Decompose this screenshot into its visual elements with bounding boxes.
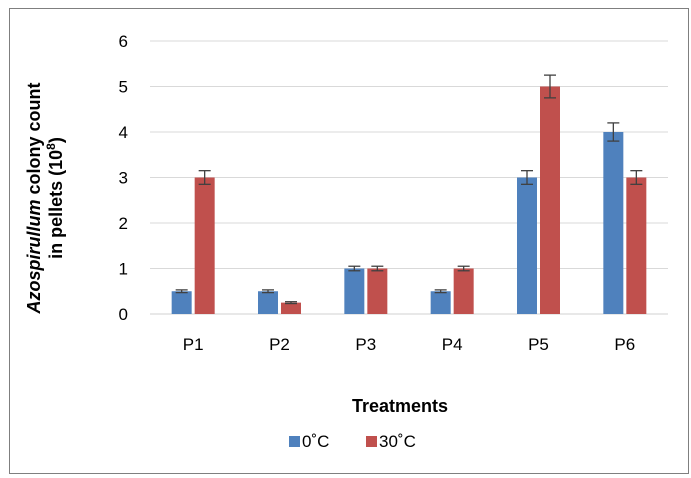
bar-P5-series-1 [540, 86, 560, 314]
y-axis-title-second-line: in pellets (108) [44, 137, 66, 259]
y-axis-title-italic: Azospirullum [24, 199, 44, 314]
bar-P3-series-0 [344, 268, 365, 314]
bar-P6-series-1 [626, 177, 647, 314]
bar-P1-series-1 [194, 177, 215, 314]
bar-P6-series-0 [603, 132, 624, 314]
legend-swatch-1 [366, 436, 377, 447]
chart-frame [9, 8, 689, 474]
bar-P5-series-0 [517, 177, 537, 314]
bars [171, 86, 647, 314]
bar-P2-series-1 [281, 302, 301, 314]
y-tick-5: 5 [119, 78, 128, 97]
y-axis-title-superscript: 8 [44, 143, 58, 150]
y-axis-title: Azospirullum colony count [24, 82, 44, 314]
bar-P4-series-1 [453, 268, 474, 314]
y-axis-title-line2-end: ) [46, 137, 66, 143]
y-tick-4: 4 [119, 123, 128, 142]
x-tick-P4: P4 [442, 335, 463, 354]
y-axis-title-line1: colony count [24, 82, 44, 199]
bar-P1-series-0 [171, 291, 192, 314]
gridlines [150, 40, 668, 315]
bar-P2-series-0 [258, 291, 278, 314]
y-tick-0: 0 [119, 305, 128, 324]
legend-label-0: 0˚C [302, 432, 329, 451]
error-bars [175, 74, 643, 305]
legend-swatch-0 [289, 436, 300, 447]
x-tick-labels: P1 P2 P3 P4 P5 P6 [183, 335, 635, 354]
y-tick-3: 3 [119, 169, 128, 188]
x-tick-P5: P5 [528, 335, 549, 354]
bar-P4-series-0 [430, 291, 451, 314]
x-tick-P2: P2 [269, 335, 290, 354]
legend-label-1: 30˚C [379, 432, 416, 451]
y-tick-2: 2 [119, 214, 128, 233]
y-tick-6: 6 [119, 32, 128, 51]
x-tick-P3: P3 [355, 335, 376, 354]
x-tick-P6: P6 [614, 335, 635, 354]
x-tick-P1: P1 [183, 335, 204, 354]
x-axis-title: Treatments [352, 396, 448, 416]
bar-P3-series-1 [367, 268, 388, 314]
y-axis-title-line2: in pellets (10 [46, 150, 66, 259]
legend: 0˚C 30˚C [289, 432, 416, 451]
y-tick-labels: 0 1 2 3 4 5 6 [119, 32, 128, 324]
y-tick-1: 1 [119, 260, 128, 279]
